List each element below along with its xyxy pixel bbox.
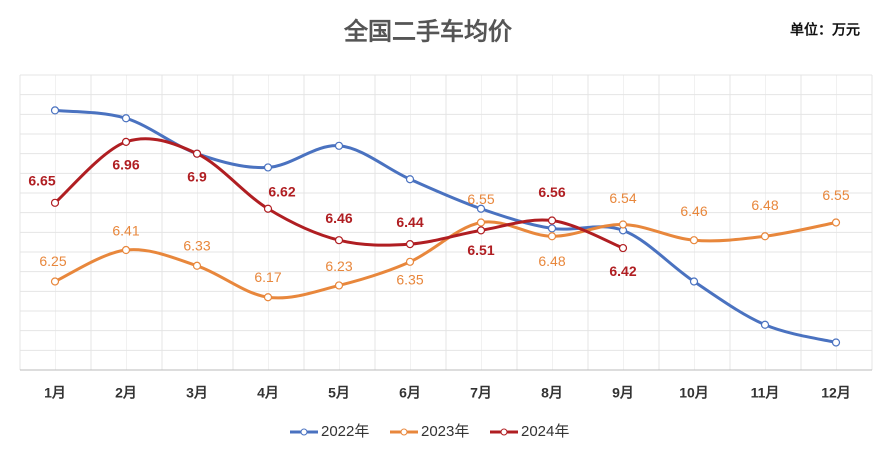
- x-tick-label: 5月: [328, 385, 350, 401]
- data-label: 6.42: [609, 263, 636, 279]
- data-point: [121, 114, 131, 123]
- data-point: [760, 232, 770, 241]
- x-tick-label: 1月: [44, 385, 66, 401]
- data-point: [831, 218, 841, 227]
- data-point: [618, 243, 628, 253]
- data-point: [50, 277, 60, 286]
- data-label: 6.62: [268, 183, 295, 199]
- x-tick-label: 11月: [751, 385, 780, 401]
- data-point: [50, 106, 60, 115]
- data-label: 6.41: [112, 223, 139, 239]
- data-point: [476, 218, 486, 227]
- data-label: 6.54: [609, 190, 636, 206]
- x-tick-label: 10月: [679, 385, 709, 401]
- data-label: 6.48: [751, 197, 778, 213]
- data-point: [192, 261, 202, 270]
- data-point: [121, 137, 131, 146]
- data-label: 6.44: [396, 214, 423, 230]
- data-point: [334, 281, 344, 290]
- data-label: 6.35: [396, 272, 423, 288]
- x-tick-label: 6月: [399, 385, 421, 401]
- legend-label: 2022年: [321, 423, 369, 440]
- chart-title: 全国二手车均价: [343, 17, 513, 45]
- x-tick-label: 8月: [541, 385, 563, 401]
- data-point: [547, 232, 557, 241]
- legend-label: 2023年: [421, 423, 469, 440]
- x-tick-label: 12月: [821, 385, 851, 401]
- legend-swatch: [500, 428, 508, 436]
- x-tick-label: 3月: [186, 385, 208, 401]
- data-point: [263, 204, 273, 213]
- data-point: [405, 257, 415, 266]
- unit-label: 单位：万元: [790, 22, 860, 38]
- data-label: 6.96: [112, 157, 139, 173]
- data-label: 6.25: [39, 253, 66, 269]
- data-point: [547, 224, 557, 233]
- data-point: [547, 216, 557, 225]
- data-point: [618, 220, 628, 229]
- data-point: [263, 293, 273, 302]
- data-point: [689, 277, 699, 286]
- data-label: 6.46: [325, 210, 352, 226]
- data-point: [334, 141, 344, 150]
- data-label: 6.17: [254, 269, 281, 285]
- data-point: [263, 163, 273, 172]
- data-label: 6.9: [187, 168, 207, 184]
- data-point: [334, 236, 344, 245]
- data-label: 6.46: [680, 203, 707, 219]
- data-point: [121, 245, 131, 255]
- data-point: [476, 226, 486, 235]
- x-tick-label: 4月: [257, 385, 279, 401]
- data-label: 6.48: [538, 253, 565, 269]
- x-tick-label: 9月: [612, 385, 634, 401]
- data-label: 6.56: [538, 184, 565, 200]
- data-point: [689, 236, 699, 245]
- data-label: 6.55: [822, 187, 849, 203]
- data-point: [760, 320, 770, 329]
- data-label: 6.23: [325, 258, 352, 274]
- data-label: 6.33: [183, 237, 210, 253]
- legend-swatch: [400, 428, 408, 436]
- data-point: [192, 149, 202, 158]
- series-line: [54, 220, 837, 300]
- data-point: [405, 240, 415, 249]
- x-tick-label: 7月: [470, 385, 492, 401]
- data-label: 6.51: [467, 242, 494, 258]
- legend-swatch: [300, 428, 308, 436]
- legend-label: 2024年: [521, 423, 569, 440]
- data-label: 6.55: [467, 191, 494, 207]
- data-point: [831, 338, 841, 347]
- data-label: 6.65: [28, 173, 55, 189]
- data-point: [405, 175, 415, 184]
- data-point: [476, 204, 486, 213]
- background-grid: [19, 74, 873, 371]
- x-tick-label: 2月: [115, 385, 137, 401]
- data-point: [50, 198, 60, 207]
